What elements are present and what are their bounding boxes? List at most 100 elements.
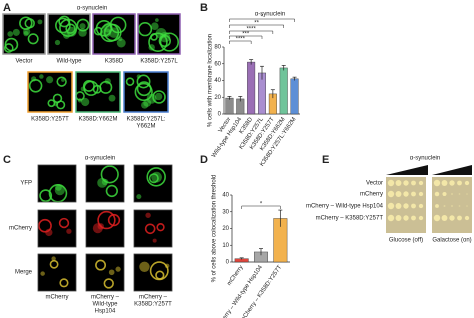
significance-label: **** bbox=[246, 27, 256, 33]
significance-label: * bbox=[261, 15, 264, 21]
cell-fill bbox=[77, 98, 83, 103]
significance-label: * bbox=[260, 202, 263, 208]
image-label: K358D:Y257T bbox=[31, 117, 69, 123]
y-tick-label: 0 bbox=[218, 112, 222, 118]
cell bbox=[159, 32, 180, 52]
column-label: Hsp104 bbox=[95, 309, 116, 315]
image-border bbox=[133, 253, 173, 292]
image-label: K358D:Y257L: bbox=[126, 117, 165, 123]
panel-title: α-synuclein bbox=[85, 156, 115, 162]
y-tick-label: 60 bbox=[214, 61, 221, 67]
image-border bbox=[92, 13, 136, 55]
spot bbox=[435, 204, 439, 208]
spot bbox=[442, 191, 447, 197]
y-tick-label: 40 bbox=[222, 193, 229, 199]
cell bbox=[125, 77, 135, 86]
cell bbox=[136, 74, 151, 89]
spot bbox=[395, 215, 402, 221]
cell-fill bbox=[23, 30, 29, 37]
dilution-wedge bbox=[432, 165, 472, 175]
cell-fill bbox=[145, 212, 151, 218]
micrograph bbox=[38, 210, 76, 247]
column-label: Wild-type bbox=[92, 302, 118, 308]
cell bbox=[38, 218, 52, 233]
significance-label: *** bbox=[242, 32, 250, 38]
spot bbox=[395, 203, 402, 209]
dilution-wedge bbox=[386, 165, 428, 175]
cell bbox=[156, 223, 165, 232]
panel-letter: D bbox=[200, 154, 208, 166]
image-border bbox=[85, 209, 125, 248]
image-border bbox=[85, 253, 125, 292]
spot bbox=[458, 193, 461, 195]
spot bbox=[457, 215, 462, 221]
spot bbox=[418, 203, 424, 209]
spot bbox=[411, 180, 416, 186]
significance-bracket bbox=[229, 35, 263, 39]
cell-fill bbox=[152, 238, 157, 243]
spot bbox=[403, 203, 409, 209]
spot bbox=[449, 215, 455, 221]
cell-fill bbox=[7, 31, 14, 37]
image-border bbox=[133, 209, 173, 248]
image-border bbox=[133, 164, 173, 203]
image-label: Y662M bbox=[136, 124, 155, 130]
cell bbox=[95, 19, 113, 37]
column-label: mCherry – bbox=[91, 295, 120, 301]
image-border bbox=[47, 13, 91, 55]
cell bbox=[56, 76, 67, 87]
y-tick-label: 20 bbox=[222, 226, 229, 232]
row-label: mCherry – Wild-type Hsp104 bbox=[306, 204, 384, 210]
spot bbox=[387, 202, 395, 210]
spot bbox=[449, 180, 455, 186]
panel-title: α-synuclein bbox=[77, 6, 107, 12]
y-tick-label: 20 bbox=[214, 95, 221, 101]
cell bbox=[58, 217, 70, 229]
image-border bbox=[75, 71, 121, 113]
row-label: YFP bbox=[20, 181, 32, 187]
row-label: mCherry bbox=[360, 192, 383, 198]
image-border bbox=[2, 13, 46, 55]
cell bbox=[144, 223, 156, 235]
bar bbox=[225, 97, 234, 115]
plate bbox=[432, 177, 472, 233]
spot bbox=[395, 180, 402, 186]
spot bbox=[458, 205, 461, 207]
column-label: mCherry bbox=[45, 295, 68, 301]
spot bbox=[418, 215, 424, 221]
cell bbox=[148, 173, 159, 184]
cell bbox=[55, 17, 71, 34]
cell-fill bbox=[155, 27, 167, 39]
cell-fill bbox=[46, 76, 54, 84]
y-tick-label: 10 bbox=[222, 243, 229, 249]
y-tick-label: 30 bbox=[222, 209, 229, 215]
cell bbox=[59, 278, 69, 288]
cell-fill bbox=[12, 28, 20, 36]
cell-fill bbox=[81, 97, 90, 107]
significance-bracket bbox=[241, 205, 281, 209]
significance-bracket bbox=[229, 24, 284, 28]
cell bbox=[47, 99, 56, 108]
cell-fill bbox=[108, 94, 116, 102]
micrograph bbox=[38, 165, 76, 202]
cell bbox=[83, 80, 99, 96]
cell-fill bbox=[115, 266, 121, 272]
cell-fill bbox=[79, 23, 86, 30]
cell bbox=[3, 43, 14, 53]
cell bbox=[103, 278, 114, 289]
spot bbox=[418, 180, 424, 186]
cell-fill bbox=[45, 228, 53, 237]
y-tick-label: 80 bbox=[214, 45, 221, 51]
spot bbox=[434, 191, 440, 197]
cell bbox=[107, 213, 121, 227]
significance-bracket bbox=[229, 30, 274, 34]
spot bbox=[411, 215, 416, 221]
bar bbox=[247, 61, 256, 115]
cell-fill bbox=[37, 19, 43, 25]
plate-label: Glucose (off) bbox=[389, 238, 423, 244]
image-border bbox=[37, 164, 77, 203]
spot bbox=[451, 205, 453, 207]
cell-fill bbox=[146, 93, 157, 104]
cell-fill bbox=[108, 269, 115, 276]
